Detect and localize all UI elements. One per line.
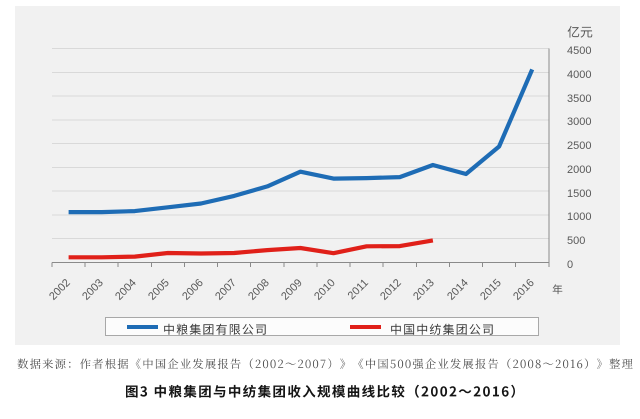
source-note: 数据来源：作者根据《中国企业发展报告（2002～2007）》《中国500强企业发… xyxy=(13,356,638,371)
y-tick-label-0: 0 xyxy=(567,259,574,271)
legend-glyphs-series-1 xyxy=(163,323,266,335)
legend-glyphs-series-2 xyxy=(391,323,493,335)
legend-marker-series-1 xyxy=(127,325,158,329)
axes xyxy=(52,48,550,263)
y-tick-label-2000: 2000 xyxy=(567,163,592,176)
series-line-2 xyxy=(68,238,434,260)
y-axis-unit-label: 亿元 xyxy=(567,23,594,41)
source-note-glyphs xyxy=(17,357,633,369)
x-axis-tick-marks xyxy=(51,262,550,267)
legend-label-series-1: 中粮集团有限公司 xyxy=(163,321,268,336)
y-tick-label-3500: 3500 xyxy=(567,92,592,105)
series-line-1 xyxy=(68,68,535,215)
series-lines xyxy=(68,68,535,260)
y-tick-label-2500: 2500 xyxy=(567,140,592,153)
gridlines xyxy=(52,48,549,240)
y-tick-label-1500: 1500 xyxy=(567,187,592,200)
y-tick-label-3000: 3000 xyxy=(567,116,592,129)
legend-marker-series-2 xyxy=(350,325,381,329)
figure-caption-glyphs xyxy=(125,384,515,398)
y-tick-label-500: 500 xyxy=(567,235,586,248)
y-tick-label-4000: 4000 xyxy=(567,68,592,81)
legend-label-series-2: 中国中纺集团公司 xyxy=(390,321,495,336)
figure-caption: 图3 中粮集团与中纺集团收入规模曲线比较（2002～2016） xyxy=(125,382,525,400)
x-axis-year-glyphs xyxy=(552,284,563,295)
x-axis-year-label: 年 xyxy=(552,282,565,297)
y-tick-label-1000: 1000 xyxy=(567,211,592,224)
y-tick-label-4500: 4500 xyxy=(567,45,592,57)
legend xyxy=(105,317,539,336)
y-axis-unit-glyphs xyxy=(567,25,593,38)
